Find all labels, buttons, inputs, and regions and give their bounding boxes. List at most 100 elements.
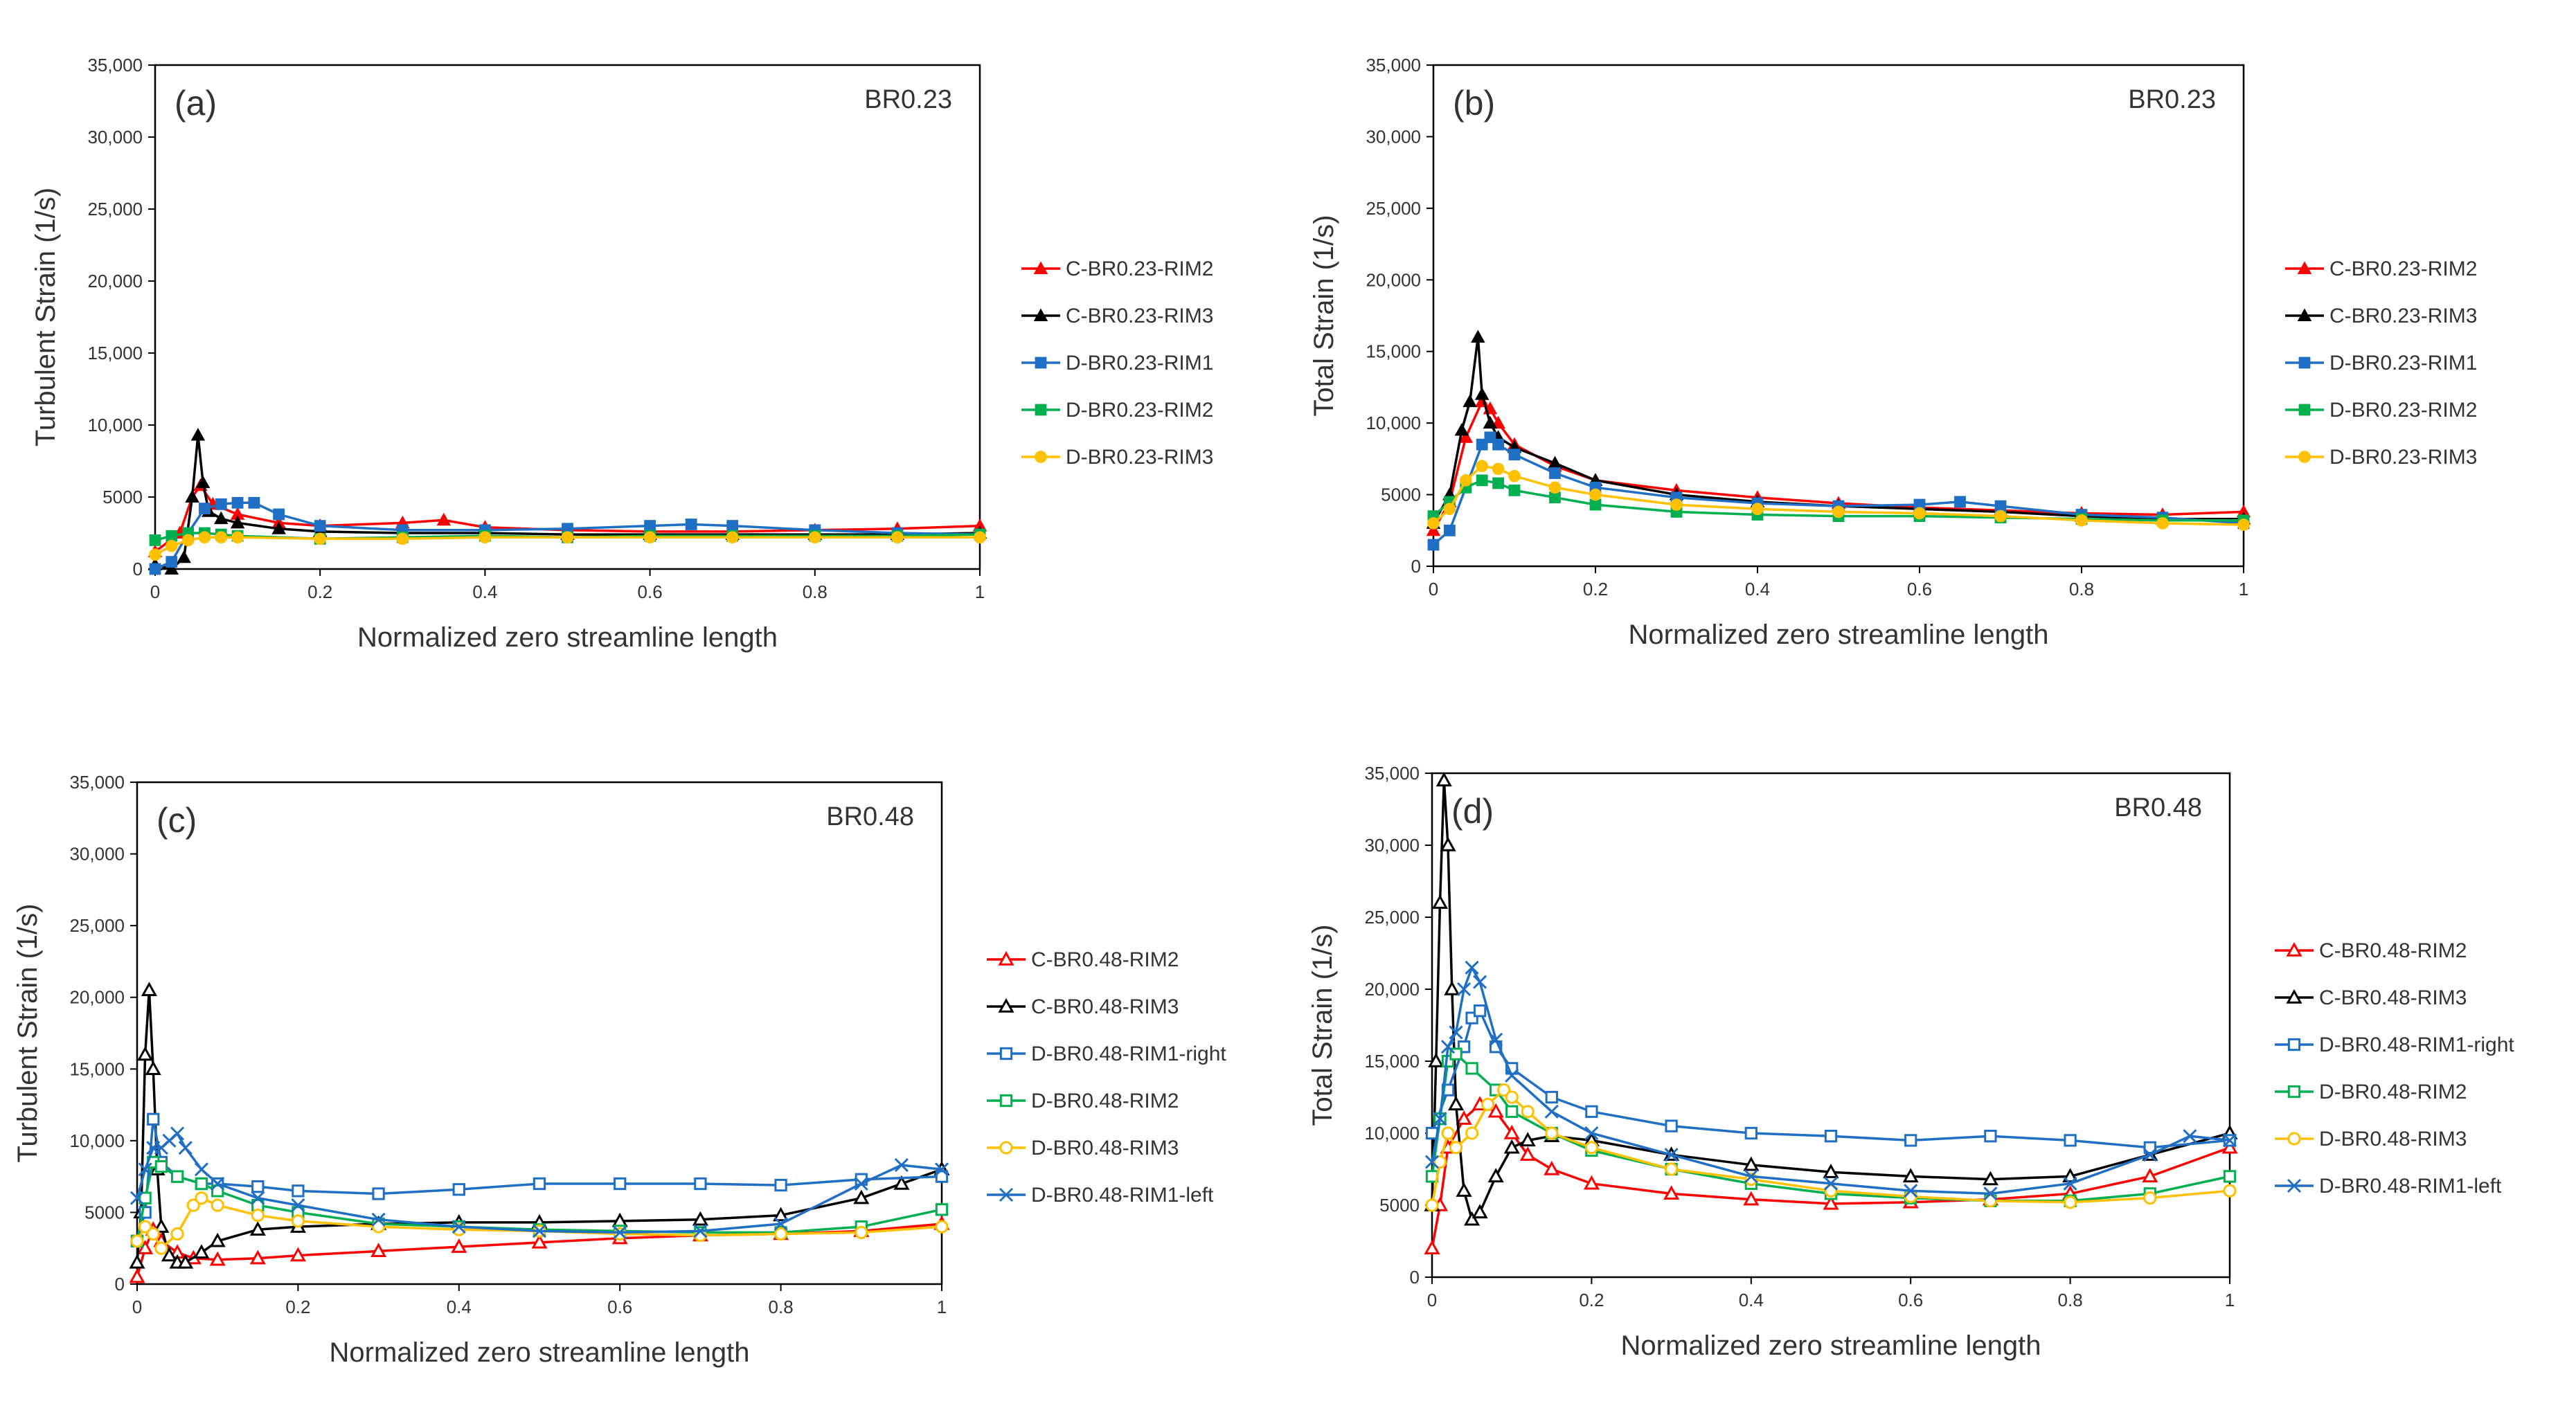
data-point	[644, 520, 656, 532]
data-point	[215, 531, 228, 544]
data-point	[1456, 1182, 1472, 1197]
x-tick-label: 0.4	[447, 1297, 472, 1317]
data-point	[370, 1243, 387, 1258]
y-tick-label: 20,000	[1366, 269, 1421, 290]
chart-panel: 0 5000 10,000 15,000 20,000 25,000 30,000 35,00…	[1309, 55, 2477, 650]
data-point	[138, 1191, 152, 1204]
data-point	[1492, 438, 1504, 451]
data-point	[2143, 1148, 2157, 1162]
data-point	[854, 1176, 868, 1191]
y-tick-label: 35,000	[1366, 55, 1421, 75]
y-tick-label: 35,000	[87, 55, 143, 75]
data-point	[211, 1176, 225, 1191]
legend-marker	[1033, 308, 1048, 321]
data-point	[177, 550, 191, 563]
x-tick-label: 0.4	[472, 581, 497, 602]
data-point	[1744, 1169, 1758, 1184]
legend-marker	[2287, 1178, 2302, 1193]
y-tick-label: 25,000	[87, 199, 143, 219]
data-point	[164, 561, 179, 575]
data-point	[1440, 836, 1456, 851]
legend-label: D-BR0.48-RIM3	[2319, 1128, 2467, 1150]
data-point	[2064, 1195, 2077, 1209]
data-point	[2237, 518, 2250, 531]
y-tick-label: 10,000	[87, 415, 143, 435]
x-tick-label: 0.8	[2069, 579, 2094, 599]
data-point	[1444, 980, 1460, 995]
series-line	[1431, 966, 2230, 1195]
data-point	[1492, 477, 1504, 489]
data-point	[209, 1251, 226, 1266]
data-point	[1549, 467, 1561, 479]
data-point	[451, 1220, 466, 1234]
data-point	[1505, 1068, 1519, 1083]
data-point	[129, 1268, 145, 1283]
x-tick-label: 1	[2239, 579, 2248, 599]
data-point	[692, 1211, 708, 1226]
data-point	[1487, 1103, 1504, 1118]
y-tick-label: 30,000	[1364, 835, 1420, 856]
data-point	[436, 512, 451, 526]
data-point	[1424, 1240, 1440, 1255]
panel-label: (b)	[1453, 84, 1495, 123]
data-point	[165, 539, 178, 552]
legend-marker	[2287, 1085, 2301, 1099]
data-point	[137, 1240, 154, 1254]
x-tick-label: 0.2	[307, 581, 332, 602]
data-point	[1427, 539, 1440, 551]
legend-marker	[1035, 356, 1047, 369]
data-point	[1994, 509, 2007, 523]
data-point	[170, 1170, 184, 1183]
data-point	[1508, 449, 1521, 461]
data-point	[1519, 1146, 1536, 1161]
data-point	[154, 1159, 168, 1173]
data-point	[314, 520, 326, 532]
legend-item: C-BR0.48-RIM2	[2275, 939, 2467, 962]
y-axis-title: Total Strain (1/s)	[1309, 215, 1339, 416]
data-point	[129, 1254, 145, 1269]
data-point	[1545, 1090, 1558, 1104]
data-point	[194, 1162, 209, 1177]
legend-label: C-BR0.23-RIM2	[1066, 258, 1213, 280]
data-point	[1984, 1130, 1997, 1143]
data-point	[130, 1234, 144, 1248]
data-point	[2156, 517, 2169, 530]
legend-label: D-BR0.48-RIM2	[2319, 1081, 2467, 1103]
data-point	[1670, 498, 1683, 511]
y-tick-label: 15,000	[87, 343, 143, 363]
data-point	[2222, 1133, 2237, 1148]
data-point	[1589, 488, 1602, 501]
panel-label: (a)	[175, 84, 217, 123]
data-point	[1503, 1124, 1520, 1139]
legend-marker	[1035, 451, 1047, 463]
data-point	[1583, 1175, 1600, 1190]
data-point	[248, 496, 260, 509]
legend-item: D-BR0.23-RIM2	[2285, 399, 2477, 422]
y-tick-label: 30,000	[87, 127, 143, 147]
data-point	[808, 531, 821, 544]
data-point	[1549, 491, 1561, 504]
legend-label: C-BR0.23-RIM3	[1066, 305, 1213, 327]
x-tick-label: 1	[2225, 1290, 2235, 1310]
x-tick-label: 0	[1427, 1290, 1437, 1310]
x-tick-label: 0.8	[769, 1297, 794, 1317]
data-point	[1751, 503, 1764, 516]
data-point	[1433, 1112, 1447, 1126]
x-tick-label: 1	[937, 1297, 947, 1317]
data-point	[1584, 1141, 1598, 1155]
br-annotation: BR0.23	[864, 85, 952, 114]
data-point	[1544, 1160, 1560, 1175]
data-point	[1426, 523, 1441, 536]
data-point	[178, 1141, 193, 1155]
data-point	[1441, 1126, 1455, 1140]
legend-label: D-BR0.48-RIM2	[1031, 1090, 1179, 1112]
data-point	[372, 1220, 386, 1234]
data-point	[2183, 1129, 2197, 1144]
data-point	[1902, 1168, 1919, 1183]
data-point	[935, 1170, 949, 1183]
x-axis-title: Normalized zero streamline length	[1621, 1330, 2041, 1361]
data-point	[934, 1162, 949, 1177]
data-point	[214, 511, 229, 525]
y-tick-label: 20,000	[1364, 979, 1420, 1000]
